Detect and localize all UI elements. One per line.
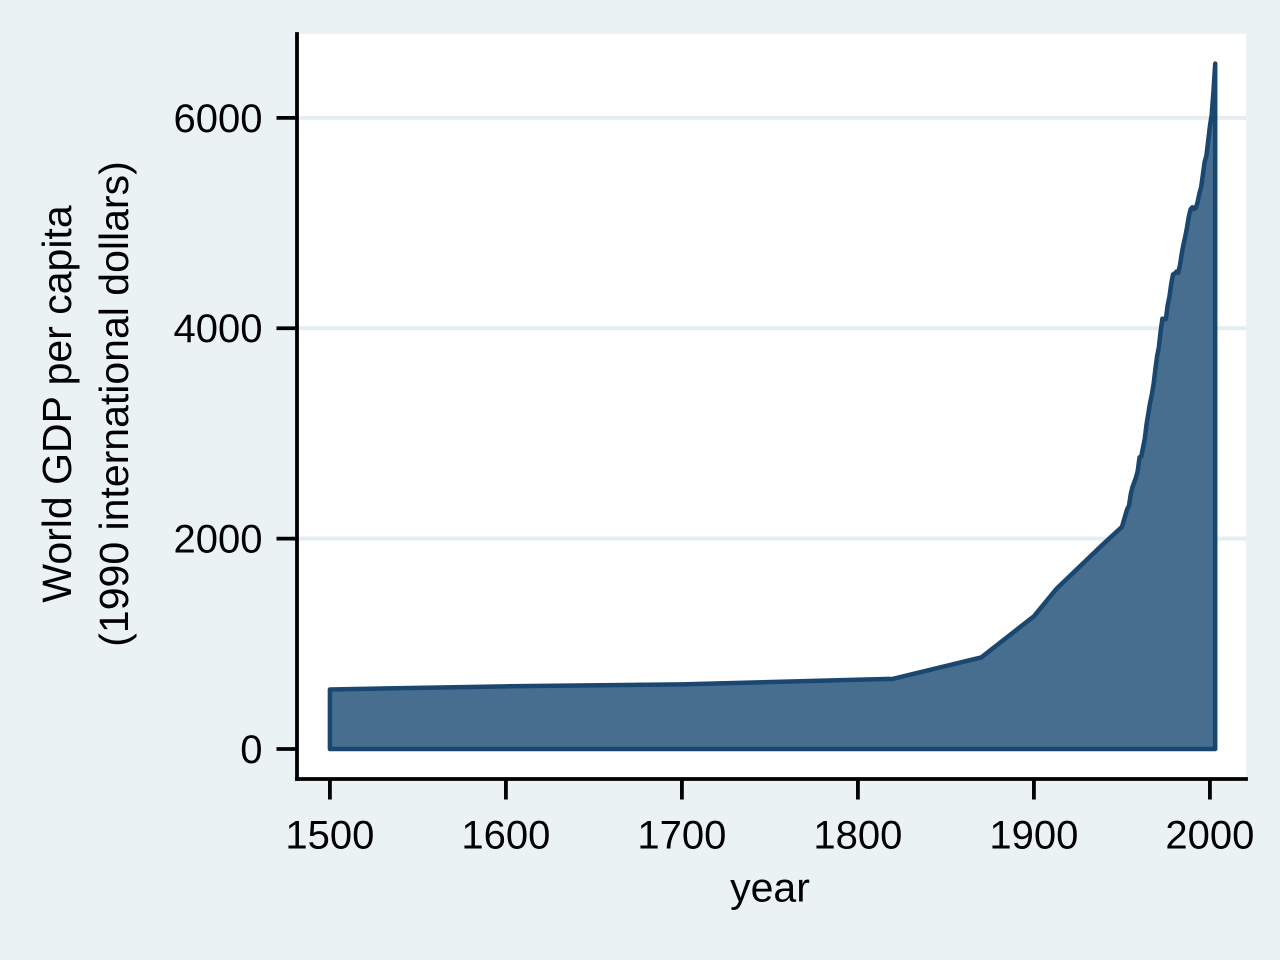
y-tick-label: 2000: [174, 518, 263, 562]
world-gdp-area-series: [327, 61, 1218, 752]
x-tick-label: 1600: [461, 814, 550, 858]
x-tick-label: 1800: [813, 814, 902, 858]
x-axis-title: year: [730, 864, 810, 911]
x-tick-label: 1900: [989, 814, 1078, 858]
y-axis-title-line2: (1990 international dollars): [91, 161, 137, 647]
y-tick-label: 4000: [174, 307, 263, 351]
x-tick-label: 2000: [1165, 814, 1254, 858]
y-tick-label: 6000: [174, 97, 263, 141]
y-axis-title-line1: World GDP per capita: [34, 205, 80, 603]
y-axis-title: World GDP per capita (1990 international…: [29, 161, 143, 646]
y-tick-label: 0: [240, 728, 262, 772]
x-tick-label: 1700: [637, 814, 726, 858]
x-tick-label: 1500: [285, 814, 374, 858]
